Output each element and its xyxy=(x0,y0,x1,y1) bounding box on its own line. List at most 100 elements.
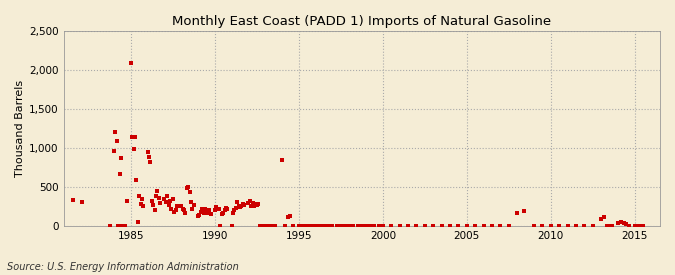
Point xyxy=(604,224,615,228)
Point xyxy=(616,220,626,224)
Point xyxy=(232,200,242,205)
Point xyxy=(196,210,207,214)
Point xyxy=(198,210,209,215)
Point xyxy=(487,224,497,228)
Point xyxy=(209,208,220,213)
Point xyxy=(377,224,388,228)
Point xyxy=(638,224,649,228)
Point xyxy=(184,190,195,194)
Point xyxy=(288,224,298,228)
Point xyxy=(243,201,254,205)
Point xyxy=(373,224,384,228)
Point xyxy=(253,202,264,206)
Point xyxy=(218,211,229,216)
Point xyxy=(254,224,265,228)
Point xyxy=(294,224,304,228)
Point xyxy=(299,224,310,228)
Point xyxy=(204,208,215,213)
Point xyxy=(138,204,149,208)
Point xyxy=(179,208,190,213)
Point xyxy=(478,224,489,228)
Point xyxy=(369,224,380,228)
Point xyxy=(285,213,296,218)
Point xyxy=(155,201,165,205)
Point xyxy=(248,204,259,208)
Point xyxy=(587,224,598,228)
Point xyxy=(238,202,248,206)
Point xyxy=(331,224,342,228)
Point xyxy=(165,199,176,203)
Point xyxy=(159,197,170,202)
Point xyxy=(268,224,279,228)
Point xyxy=(130,135,140,139)
Point xyxy=(221,206,232,210)
Point xyxy=(495,224,506,228)
Point xyxy=(356,224,367,228)
Point xyxy=(251,203,262,207)
Point xyxy=(304,224,315,228)
Point xyxy=(117,224,128,228)
Point xyxy=(261,224,272,228)
Point xyxy=(599,214,610,219)
Point xyxy=(113,224,124,228)
Point xyxy=(192,213,203,218)
Point xyxy=(118,224,129,228)
Point xyxy=(344,224,354,228)
Point xyxy=(348,224,359,228)
Point xyxy=(296,224,307,228)
Point xyxy=(386,224,397,228)
Point xyxy=(307,224,318,228)
Point xyxy=(136,197,147,202)
Point xyxy=(151,194,161,198)
Point xyxy=(250,202,261,206)
Point xyxy=(145,160,156,164)
Point xyxy=(146,199,157,203)
Point xyxy=(360,224,371,228)
Point xyxy=(114,172,125,177)
Point xyxy=(230,206,241,210)
Point xyxy=(142,150,153,155)
Point xyxy=(194,213,205,217)
Point xyxy=(624,224,634,228)
Point xyxy=(601,224,612,228)
Point xyxy=(183,185,194,189)
Point xyxy=(632,224,643,228)
Point xyxy=(148,203,159,207)
Point xyxy=(219,208,230,213)
Point xyxy=(167,196,178,201)
Title: Monthly East Coast (PADD 1) Imports of Natural Gasoline: Monthly East Coast (PADD 1) Imports of N… xyxy=(172,15,551,28)
Point xyxy=(222,207,233,212)
Point xyxy=(529,224,539,228)
Point xyxy=(186,199,196,204)
Y-axis label: Thousand Barrels: Thousand Barrels xyxy=(15,80,25,177)
Point xyxy=(215,224,226,228)
Point xyxy=(419,224,430,228)
Point xyxy=(234,204,244,208)
Point xyxy=(562,224,573,228)
Point xyxy=(235,205,246,209)
Point xyxy=(436,224,447,228)
Point xyxy=(244,199,255,203)
Point xyxy=(279,224,290,228)
Point xyxy=(128,147,139,152)
Text: Source: U.S. Energy Information Administration: Source: U.S. Energy Information Administ… xyxy=(7,262,238,272)
Point xyxy=(263,224,273,228)
Point xyxy=(621,221,632,226)
Point xyxy=(110,130,121,134)
Point xyxy=(135,202,146,206)
Point xyxy=(453,224,464,228)
Point xyxy=(462,224,472,228)
Point xyxy=(201,210,212,214)
Point xyxy=(269,224,280,228)
Point xyxy=(596,217,607,221)
Point xyxy=(217,212,227,216)
Point xyxy=(212,207,223,211)
Point xyxy=(131,178,142,182)
Point xyxy=(504,224,514,228)
Point xyxy=(169,210,180,214)
Point xyxy=(247,201,258,205)
Point xyxy=(120,224,131,228)
Point xyxy=(310,224,321,228)
Point xyxy=(545,224,556,228)
Point xyxy=(178,207,188,211)
